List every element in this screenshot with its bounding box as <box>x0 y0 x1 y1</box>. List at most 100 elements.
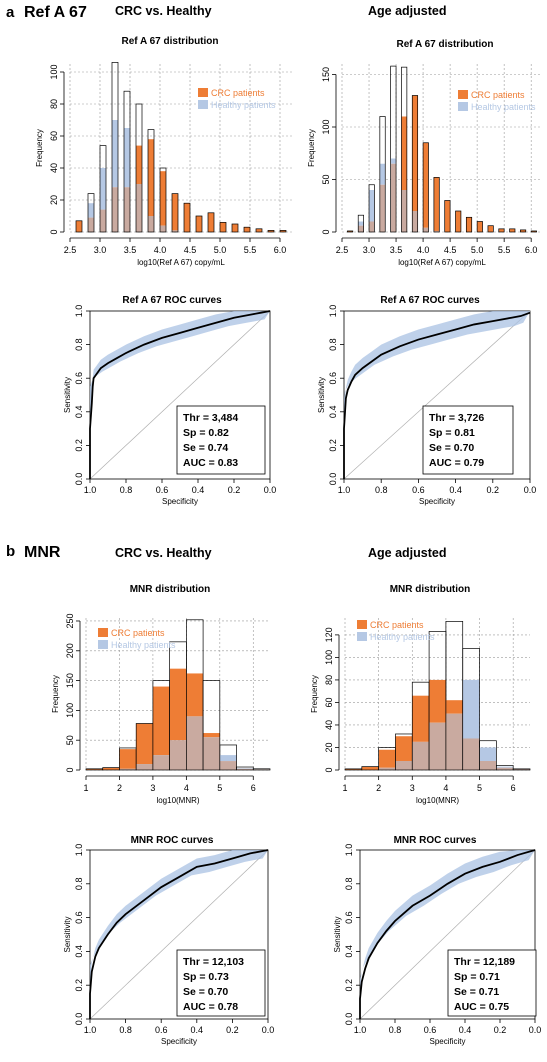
x-tick-label: 1 <box>83 783 88 793</box>
stats-line: Thr = 12,189 <box>454 956 515 968</box>
bar-overlap <box>358 225 364 232</box>
y-tick-label: 0.2 <box>328 439 338 452</box>
y-tick-label: 250 <box>65 613 75 628</box>
bar-total-outline <box>207 212 215 233</box>
legend-label: CRC patients <box>211 88 265 98</box>
bar-crc-excess <box>423 142 429 228</box>
bar-total-outline <box>455 210 462 233</box>
y-axis-title: Sensitivity <box>63 377 72 413</box>
x-tick-label: 4.0 <box>417 245 430 255</box>
bar-total-outline <box>530 230 537 233</box>
y-axis-title: Frequency <box>307 129 316 167</box>
y-axis-title: Sensitivity <box>63 916 72 952</box>
y-tick-label: 0.6 <box>74 911 84 924</box>
x-tick-label: 6.0 <box>525 245 538 255</box>
x-tick-label: 0.8 <box>375 485 388 495</box>
bar-total-outline <box>75 220 83 233</box>
bar-overlap <box>445 713 463 770</box>
stats-line: Sp = 0.71 <box>454 971 500 983</box>
bar-overlap <box>186 716 204 770</box>
bar-crc-excess <box>232 224 238 232</box>
plot-frame <box>89 849 269 1020</box>
bar-crc-excess <box>378 749 396 768</box>
y-tick-label: 1.0 <box>344 844 354 857</box>
bar-crc-excess <box>531 230 537 232</box>
bar-overlap <box>236 768 254 770</box>
y-axis-title: Frequency <box>310 675 319 713</box>
x-tick-label: 0.8 <box>119 1025 132 1035</box>
bar-crc-excess <box>160 171 166 226</box>
legend-swatch <box>458 102 468 111</box>
x-tick-label: 3 <box>150 783 155 793</box>
bar-crc-excess <box>152 686 170 756</box>
bar-healthy-excess <box>124 128 130 188</box>
bar-total-outline <box>243 226 251 233</box>
y-tick-label: 0.0 <box>74 1013 84 1026</box>
refa-roc-1: Ref A 67 ROC curves 1.0 0.8 0.6 0.4 0.2 0.0 0.0… <box>63 295 276 506</box>
x-tick-label: 0.8 <box>389 1025 402 1035</box>
column-heading-age-adjusted-a: Age adjusted <box>368 4 447 18</box>
x-axis-title: Specificity <box>162 497 198 506</box>
x-tick-label: 0.0 <box>262 1025 275 1035</box>
chart-title: MNR distribution <box>130 584 211 595</box>
bar-crc-excess <box>429 679 446 723</box>
y-tick-label: 0 <box>65 767 75 772</box>
bar-total-outline <box>520 229 527 233</box>
bar-overlap <box>100 209 106 232</box>
x-tick-label: 0.6 <box>424 1025 437 1035</box>
x-tick-label: 0.8 <box>120 485 133 495</box>
bar-overlap <box>136 184 142 232</box>
y-tick-label: 0.4 <box>74 945 84 958</box>
column-heading-crc-vs-healthy-a: CRC vs. Healthy <box>115 4 212 18</box>
y-axis-title: Sensitivity <box>333 916 342 952</box>
y-tick-label: 50 <box>65 735 75 745</box>
y-tick-label: 0.2 <box>344 979 354 992</box>
y-tick-label: 0 <box>49 229 59 234</box>
y-tick-label: 0.8 <box>74 338 84 351</box>
y-tick-label: 0.4 <box>328 406 338 419</box>
y-axis-title: Frequency <box>51 675 60 713</box>
x-tick-label: 2 <box>117 783 122 793</box>
x-tick-label: 1.0 <box>354 1025 367 1035</box>
bar-healthy-excess <box>369 190 375 222</box>
bar-total-outline <box>219 222 227 233</box>
legend-label: Healthy patients <box>471 102 536 112</box>
x-tick-label: 0.2 <box>228 485 241 495</box>
bar-crc-excess <box>345 768 362 770</box>
column-heading-crc-vs-healthy-b: CRC vs. Healthy <box>115 546 212 560</box>
bar-crc-excess <box>444 200 451 232</box>
bar-total-outline <box>357 214 364 233</box>
bar-overlap <box>412 741 430 770</box>
x-tick-label: 6.0 <box>274 245 287 255</box>
x-axis-title: log10(Ref A 67) copy/mL <box>137 258 225 267</box>
x-axis-title: Specificity <box>429 1037 465 1046</box>
y-tick-label: 0.6 <box>74 372 84 385</box>
x-tick-label: 4.0 <box>154 245 167 255</box>
bar-crc-excess <box>119 749 137 769</box>
bar-overlap <box>136 764 153 770</box>
stats-line: Sp = 0.82 <box>183 427 229 439</box>
bar-crc-excess <box>86 768 103 770</box>
bar-healthy-excess <box>462 679 480 739</box>
stats-box <box>176 405 266 475</box>
x-tick-label: 0.6 <box>156 485 169 495</box>
x-tick-label: 3.5 <box>390 245 403 255</box>
x-tick-label: 0.2 <box>226 1025 239 1035</box>
bar-crc-excess <box>395 736 413 761</box>
stats-line: Se = 0.74 <box>183 442 228 454</box>
bar-total-outline <box>202 680 221 771</box>
bar-total-outline <box>123 90 131 233</box>
bar-total-outline <box>512 768 531 771</box>
bar-crc-excess <box>184 203 190 232</box>
bar-overlap <box>203 737 220 770</box>
bar-crc-excess <box>412 695 430 742</box>
bar-total-outline <box>147 129 155 233</box>
roc-curve <box>89 849 269 1019</box>
y-tick-label: 0.6 <box>344 911 354 924</box>
refa-hist-1: Ref A 67 distribution 2.5 3.0 3.5 4.0 4.5 5.0 5… <box>35 36 292 267</box>
bar-crc-excess <box>347 230 353 232</box>
bar-total-outline <box>411 95 419 233</box>
y-tick-label: 0.8 <box>74 878 84 891</box>
roc-curve <box>89 310 271 479</box>
x-tick-label: 5.0 <box>214 245 227 255</box>
